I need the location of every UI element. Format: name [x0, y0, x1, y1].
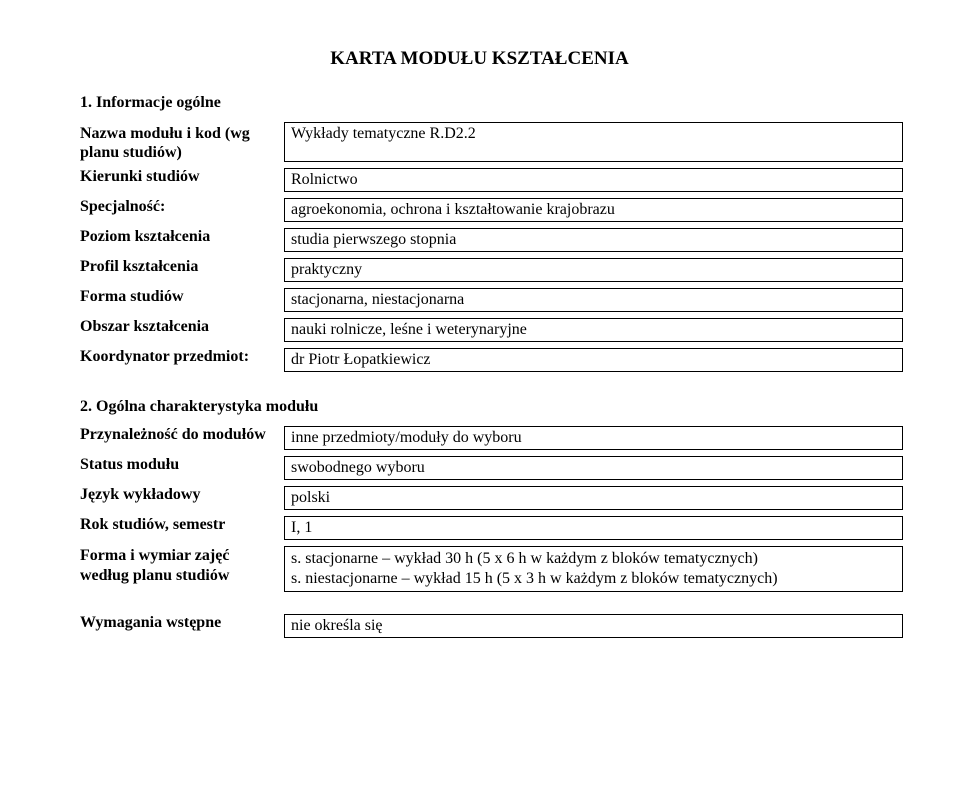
row-rok-semestr: Rok studiów, semestr I, 1	[56, 516, 903, 540]
label-wymagania: Wymagania wstępne	[56, 614, 284, 638]
row-specjalnosc: Specjalność: agroekonomia, ochrona i ksz…	[56, 198, 903, 222]
label-forma-studiow: Forma studiów	[56, 288, 284, 312]
row-forma-wymiar: Forma i wymiar zajęć według planu studió…	[56, 546, 903, 592]
label-jezyk: Język wykładowy	[56, 486, 284, 510]
label-forma-wymiar-l2: według planu studiów	[80, 567, 229, 584]
row-jezyk: Język wykładowy polski	[56, 486, 903, 510]
row-wymagania: Wymagania wstępne nie określa się	[56, 614, 903, 638]
row-obszar: Obszar kształcenia nauki rolnicze, leśne…	[56, 318, 903, 342]
section1-heading: 1. Informacje ogólne	[80, 94, 903, 112]
page-title: KARTA MODUŁU KSZTAŁCENIA	[56, 48, 903, 70]
value-nazwa-modulu: Wykłady tematyczne R.D2.2	[284, 122, 903, 162]
label-forma-wymiar: Forma i wymiar zajęć według planu studió…	[56, 546, 284, 592]
row-nazwa-modulu: Nazwa modułu i kod (wg planu studiów) Wy…	[56, 122, 903, 162]
value-koordynator: dr Piotr Łopatkiewicz	[284, 348, 903, 372]
row-forma-studiow: Forma studiów stacjonarna, niestacjonarn…	[56, 288, 903, 312]
label-rok-semestr: Rok studiów, semestr	[56, 516, 284, 540]
value-rok-semestr: I, 1	[284, 516, 903, 540]
label-specjalnosc: Specjalność:	[56, 198, 284, 222]
value-przynaleznosc: inne przedmioty/moduły do wyboru	[284, 426, 903, 450]
label-obszar: Obszar kształcenia	[56, 318, 284, 342]
row-status: Status modułu swobodnego wyboru	[56, 456, 903, 480]
value-forma-wymiar-l1: s. stacjonarne – wykład 30 h (5 x 6 h w …	[291, 550, 758, 567]
value-specjalnosc: agroekonomia, ochrona i kształtowanie kr…	[284, 198, 903, 222]
label-kierunki: Kierunki studiów	[56, 168, 284, 192]
value-status: swobodnego wyboru	[284, 456, 903, 480]
value-forma-wymiar-l2: s. niestacjonarne – wykład 15 h (5 x 3 h…	[291, 570, 778, 587]
value-profil: praktyczny	[284, 258, 903, 282]
value-kierunki: Rolnictwo	[284, 168, 903, 192]
value-forma-studiow: stacjonarna, niestacjonarna	[284, 288, 903, 312]
value-wymagania: nie określa się	[284, 614, 903, 638]
label-nazwa-modulu: Nazwa modułu i kod (wg planu studiów)	[56, 122, 284, 162]
row-profil: Profil kształcenia praktyczny	[56, 258, 903, 282]
value-poziom: studia pierwszego stopnia	[284, 228, 903, 252]
value-forma-wymiar: s. stacjonarne – wykład 30 h (5 x 6 h w …	[284, 546, 903, 592]
section2-heading: 2. Ogólna charakterystyka modułu	[80, 398, 903, 416]
row-koordynator: Koordynator przedmiot: dr Piotr Łopatkie…	[56, 348, 903, 372]
row-poziom: Poziom kształcenia studia pierwszego sto…	[56, 228, 903, 252]
label-przynaleznosc: Przynależność do modułów	[56, 426, 284, 450]
label-koordynator: Koordynator przedmiot:	[56, 348, 284, 372]
label-poziom: Poziom kształcenia	[56, 228, 284, 252]
value-jezyk: polski	[284, 486, 903, 510]
label-forma-wymiar-l1: Forma i wymiar zajęć	[80, 547, 229, 564]
value-obszar: nauki rolnicze, leśne i weterynaryjne	[284, 318, 903, 342]
row-przynaleznosc: Przynależność do modułów inne przedmioty…	[56, 426, 903, 450]
label-profil: Profil kształcenia	[56, 258, 284, 282]
row-kierunki: Kierunki studiów Rolnictwo	[56, 168, 903, 192]
label-status: Status modułu	[56, 456, 284, 480]
